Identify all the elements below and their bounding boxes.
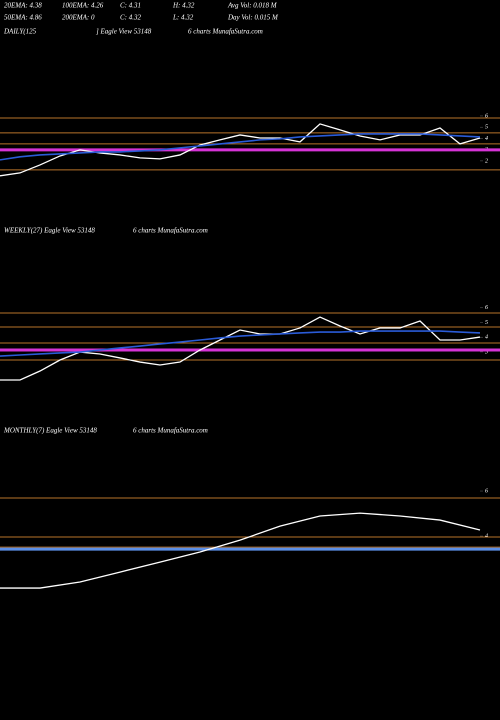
y-tick-label: 4	[485, 334, 488, 341]
price-line	[0, 133, 481, 161]
panel-title: WEEKLY(27) Eagle View 53148	[4, 227, 95, 235]
stat-label: L: 4.32	[172, 14, 194, 22]
stat-label: Avg Vol: 0.018 M	[227, 2, 278, 10]
stat-label: 50EMA: 4.86	[4, 14, 42, 22]
y-tick-label: 6	[485, 113, 488, 119]
price-line	[0, 512, 481, 589]
stat-label: 20EMA: 4.38	[4, 2, 42, 10]
y-tick-label: 6	[485, 488, 488, 494]
price-line	[0, 330, 481, 357]
price-line	[0, 123, 481, 177]
stat-label: C: 4.31	[120, 2, 141, 10]
y-tick-label: 3	[484, 349, 488, 355]
panel-annotation: 6 charts MunafaSutra.com	[188, 28, 263, 36]
panel-title: DAILY(125	[3, 28, 37, 36]
y-tick-label: 4	[485, 532, 488, 539]
panel-title: MONTHLY(7) Eagle View 53148	[3, 427, 97, 435]
panel-annotation: 6 charts MunafaSutra.com	[133, 227, 208, 235]
y-tick-label: 5	[485, 320, 488, 326]
stat-label: H: 4.32	[172, 2, 195, 10]
panel-subtitle: ] Eagle View 53148	[95, 28, 152, 36]
panel-annotation: 6 charts MunafaSutra.com	[133, 427, 208, 435]
y-tick-label: 4	[485, 135, 488, 142]
stat-label: C: 4.32	[120, 14, 142, 22]
stat-label: Day Vol: 0.015 M	[227, 14, 279, 22]
y-tick-label: 6	[485, 305, 488, 311]
y-tick-label: 2	[485, 158, 488, 164]
y-tick-label: 5	[485, 125, 488, 131]
stat-label: 100EMA: 4.26	[62, 2, 104, 10]
stat-label: 200EMA: 0	[62, 14, 95, 22]
